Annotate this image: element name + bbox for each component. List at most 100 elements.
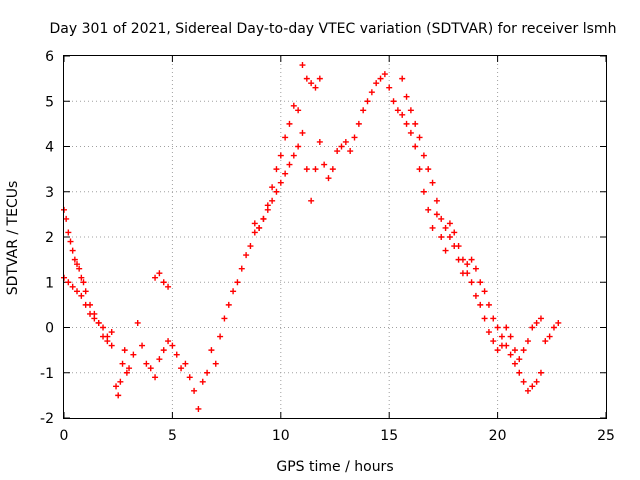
data-point-marker bbox=[273, 166, 280, 173]
data-point-marker bbox=[503, 342, 510, 349]
x-tick-label: 20 bbox=[489, 428, 507, 444]
data-point-marker bbox=[550, 324, 557, 331]
y-tick-label: 3 bbox=[45, 185, 54, 201]
data-point-marker bbox=[295, 107, 302, 114]
data-point-marker bbox=[520, 378, 527, 385]
data-point-marker bbox=[160, 347, 167, 354]
data-point-marker bbox=[78, 274, 85, 281]
x-tick-label: 5 bbox=[168, 428, 177, 444]
data-point-marker bbox=[325, 175, 332, 182]
data-point-marker bbox=[477, 301, 484, 308]
data-point-marker bbox=[169, 342, 176, 349]
y-tick-label: 6 bbox=[45, 49, 54, 65]
data-point-marker bbox=[360, 107, 367, 114]
data-point-marker bbox=[269, 197, 276, 204]
data-point-marker bbox=[282, 170, 289, 177]
data-point-marker bbox=[490, 315, 497, 322]
data-point-marker bbox=[542, 338, 549, 345]
data-point-marker bbox=[119, 360, 126, 367]
data-point-marker bbox=[178, 365, 185, 372]
data-point-marker bbox=[399, 111, 406, 118]
data-point-marker bbox=[407, 107, 414, 114]
x-tick-label: 0 bbox=[60, 428, 69, 444]
data-point-marker bbox=[67, 238, 74, 245]
data-point-marker bbox=[230, 288, 237, 295]
chart-title: Day 301 of 2021, Sidereal Day-to-day VTE… bbox=[50, 21, 617, 37]
y-tick-label: 2 bbox=[45, 230, 54, 246]
y-axis-label: SDTVAR / TECUs bbox=[5, 181, 21, 296]
data-point-marker bbox=[100, 324, 107, 331]
data-point-marker bbox=[82, 301, 89, 308]
y-tick-label: 0 bbox=[45, 321, 54, 337]
data-point-marker bbox=[368, 89, 375, 96]
data-point-marker bbox=[442, 224, 449, 231]
data-point-marker bbox=[87, 310, 94, 317]
data-point-marker bbox=[503, 324, 510, 331]
data-point-marker bbox=[420, 188, 427, 195]
data-point-marker bbox=[243, 252, 250, 259]
data-point-marker bbox=[381, 71, 388, 78]
data-point-marker bbox=[377, 75, 384, 82]
data-point-marker bbox=[386, 84, 393, 91]
x-axis-label: GPS time / hours bbox=[276, 459, 393, 475]
data-point-marker bbox=[152, 374, 159, 381]
data-point-marker bbox=[199, 378, 206, 385]
data-point-marker bbox=[416, 166, 423, 173]
data-point-marker bbox=[76, 265, 83, 272]
data-point-marker bbox=[143, 360, 150, 367]
data-point-marker bbox=[355, 120, 362, 127]
data-point-marker bbox=[490, 338, 497, 345]
data-point-marker bbox=[282, 134, 289, 141]
data-point-marker bbox=[451, 243, 458, 250]
data-point-marker bbox=[82, 288, 89, 295]
data-point-marker bbox=[65, 279, 72, 286]
data-point-marker bbox=[524, 338, 531, 345]
data-point-marker bbox=[152, 274, 159, 281]
data-point-marker bbox=[433, 197, 440, 204]
data-point-marker bbox=[247, 243, 254, 250]
data-point-marker bbox=[338, 143, 345, 150]
data-point-marker bbox=[425, 166, 432, 173]
data-point-marker bbox=[394, 107, 401, 114]
x-tick-label: 10 bbox=[272, 428, 290, 444]
data-point-marker bbox=[234, 279, 241, 286]
data-point-marker bbox=[286, 161, 293, 168]
data-point-marker bbox=[321, 161, 328, 168]
data-point-marker bbox=[438, 234, 445, 240]
data-point-marker bbox=[165, 283, 172, 290]
data-point-marker bbox=[130, 351, 137, 358]
data-point-marker bbox=[260, 215, 267, 222]
data-point-marker bbox=[477, 279, 484, 286]
data-point-marker bbox=[204, 369, 211, 376]
data-point-marker bbox=[251, 229, 258, 236]
data-point-marker bbox=[407, 129, 414, 136]
data-point-marker bbox=[455, 256, 462, 263]
data-point-marker bbox=[412, 143, 419, 150]
data-point-marker bbox=[342, 138, 349, 145]
data-point-marker bbox=[286, 120, 293, 127]
data-point-marker bbox=[451, 229, 458, 236]
data-point-marker bbox=[533, 319, 540, 326]
data-point-marker bbox=[134, 319, 141, 326]
data-point-marker bbox=[269, 184, 276, 191]
data-point-marker bbox=[468, 279, 475, 286]
data-point-marker bbox=[464, 261, 471, 268]
data-point-marker bbox=[225, 301, 232, 308]
grid-lines bbox=[64, 56, 606, 418]
data-point-marker bbox=[507, 351, 514, 358]
data-point-marker bbox=[191, 387, 198, 394]
data-point-marker bbox=[494, 324, 501, 331]
data-point-marker bbox=[95, 319, 102, 326]
data-point-marker bbox=[308, 197, 315, 204]
data-point-marker bbox=[123, 369, 130, 376]
data-point-marker bbox=[425, 206, 432, 213]
data-point-marker bbox=[251, 220, 258, 227]
data-point-marker bbox=[69, 247, 76, 254]
data-point-marker bbox=[481, 288, 488, 295]
data-point-marker bbox=[147, 365, 154, 372]
plot-frame bbox=[63, 55, 607, 419]
data-point-marker bbox=[524, 387, 531, 394]
data-point-marker bbox=[511, 360, 518, 367]
data-point-marker bbox=[117, 378, 124, 385]
